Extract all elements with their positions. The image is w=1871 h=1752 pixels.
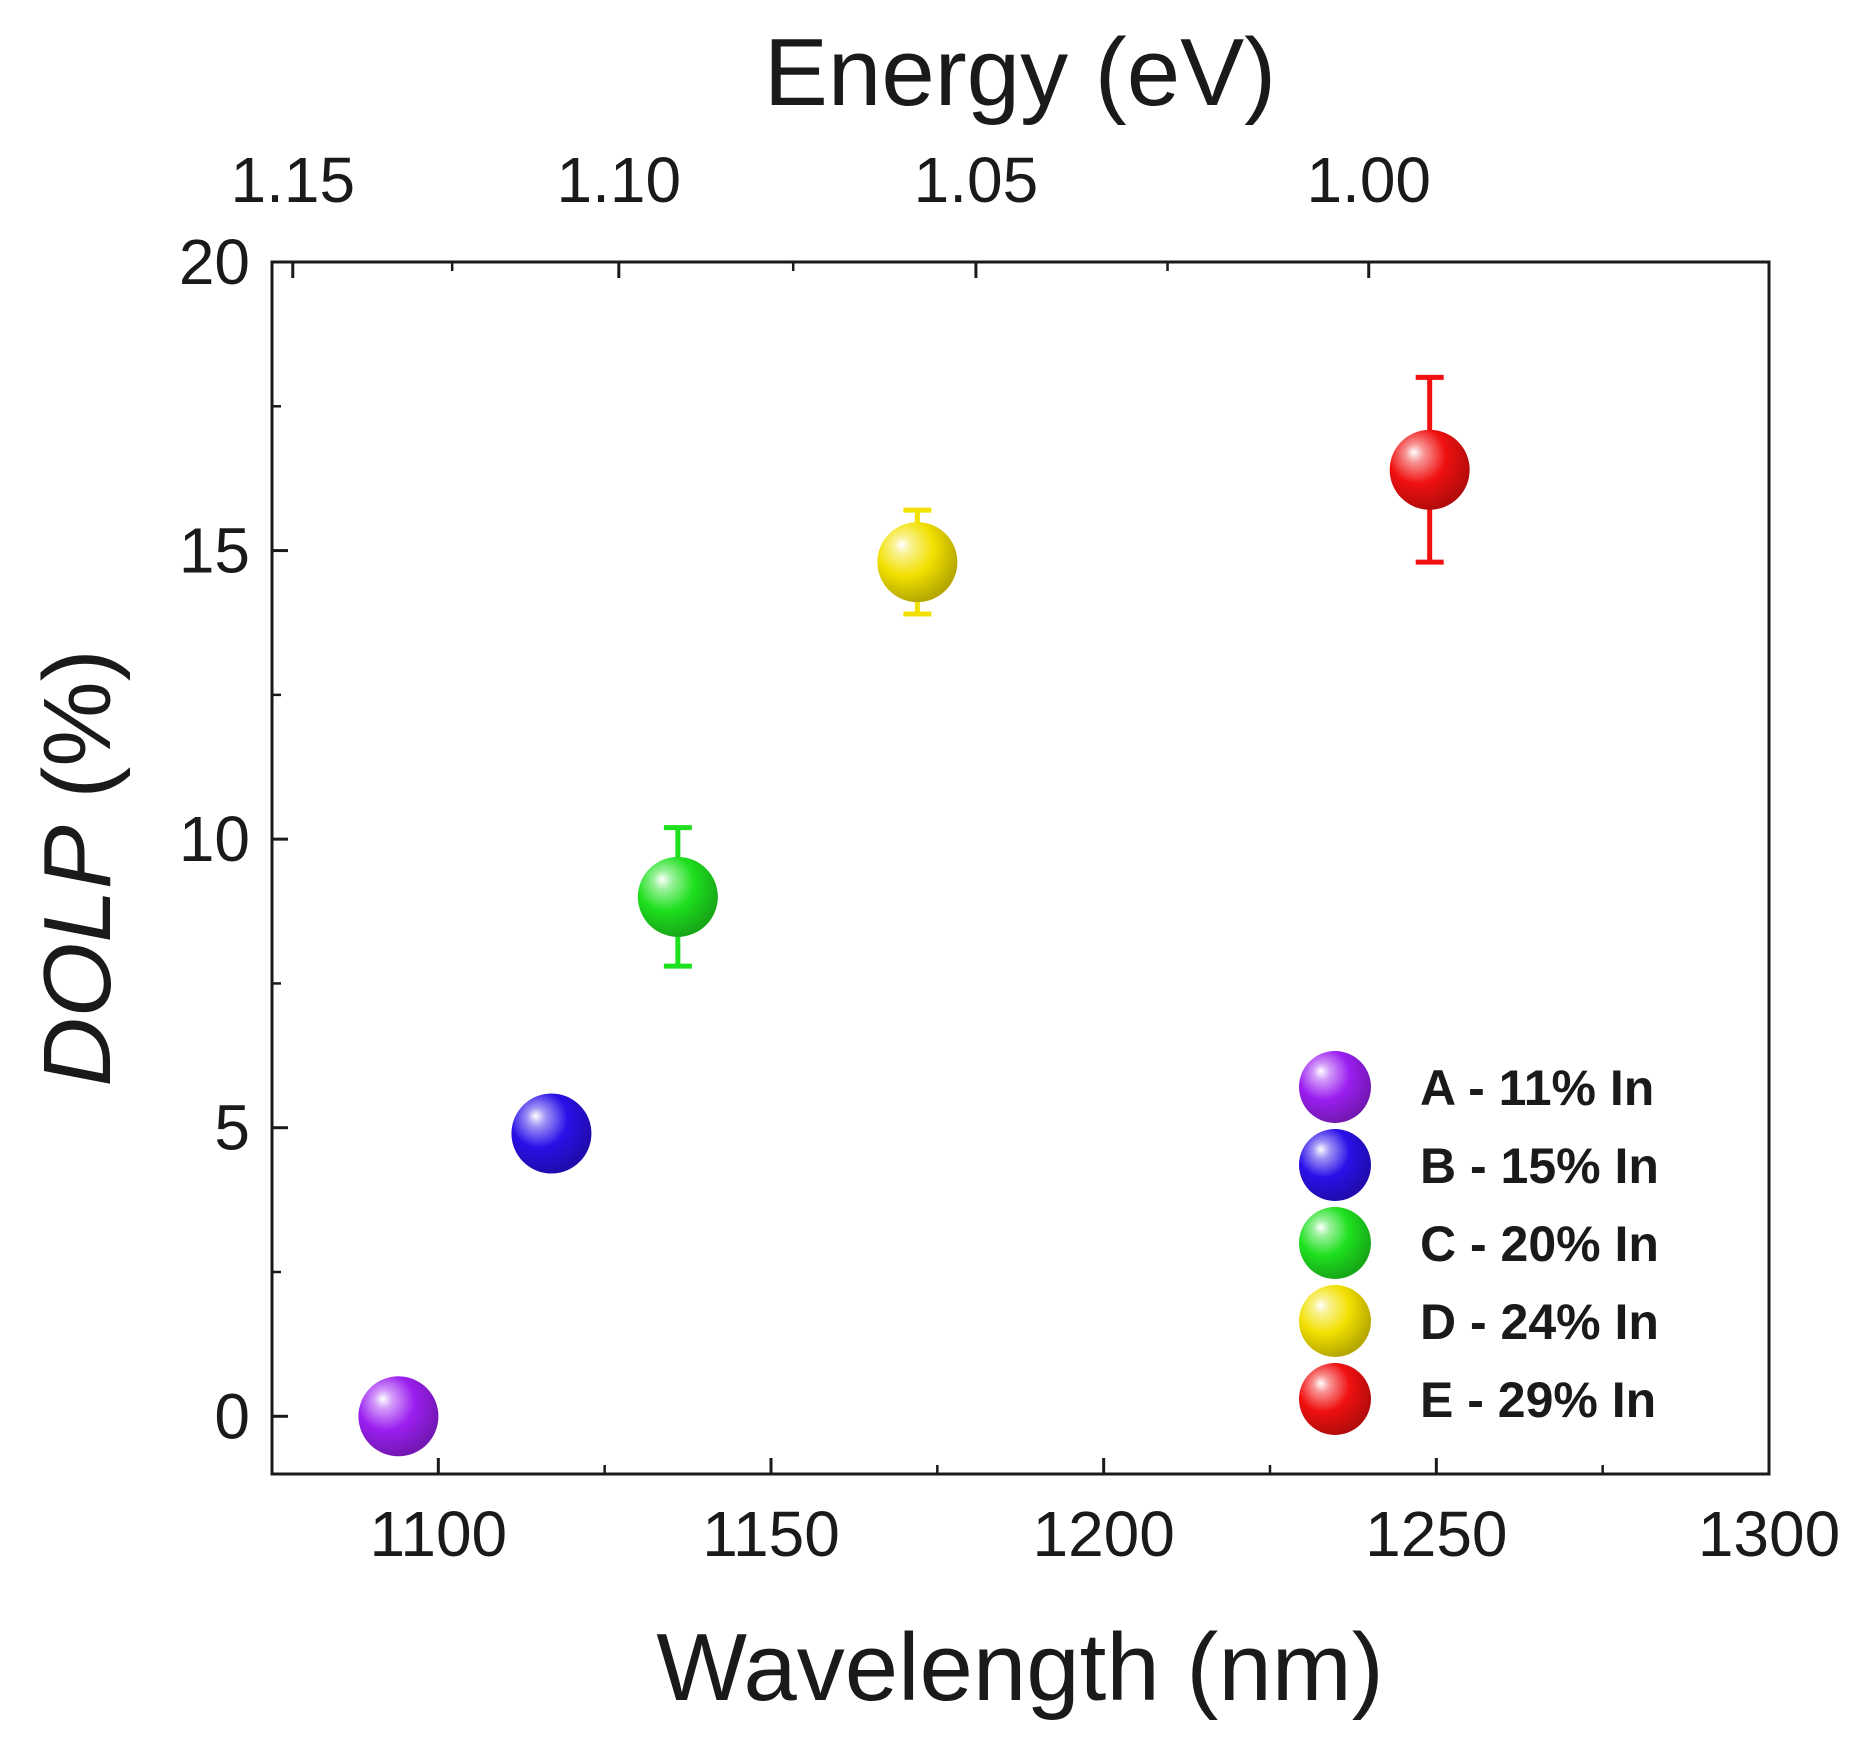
legend-item: E - 29% In [1299,1363,1656,1435]
legend-marker [1299,1129,1371,1201]
marker [358,1376,439,1457]
data-point-b [511,1093,592,1174]
x2-tick-label: 1.10 [557,144,682,216]
y-tick-label: 15 [179,515,250,587]
x-tick-label: 1300 [1698,1498,1840,1570]
y-axis-title-italic: DOLP [24,825,131,1086]
y-axis-title: DOLP (%) [24,649,131,1086]
legend-label: B - 15% In [1420,1138,1659,1194]
legend-item: C - 20% In [1299,1207,1659,1279]
y-axis-title-unit: (%) [24,649,131,825]
legend-label: E - 29% In [1420,1372,1656,1428]
marker [637,856,718,937]
legend-marker [1299,1363,1371,1435]
y-tick-label: 20 [179,226,250,298]
legend-item: A - 11% In [1299,1051,1654,1123]
legend-label: A - 11% In [1420,1060,1654,1116]
legend-marker [1299,1051,1371,1123]
marker [511,1093,592,1174]
data-point-e [1389,374,1470,565]
data-point-d [877,507,958,617]
x2-axis-title: Energy (eV) [764,19,1276,126]
x2-tick-label: 1.15 [230,144,355,216]
y-tick-label: 5 [214,1092,250,1164]
y-tick-label: 0 [214,1380,250,1452]
marker [1389,429,1470,510]
legend-label: C - 20% In [1420,1216,1659,1272]
x-axis-title: Wavelength (nm) [656,1614,1383,1721]
plot-frame [270,260,1771,1476]
legend-item: B - 15% In [1299,1129,1659,1201]
legend-label: D - 24% In [1420,1294,1659,1350]
legend-marker [1299,1207,1371,1279]
legend-marker [1299,1285,1371,1357]
legend-item: D - 24% In [1299,1285,1659,1357]
x-tick-label: 1100 [370,1498,508,1570]
x-tick-label: 1150 [702,1498,840,1570]
marker [877,522,958,603]
x2-tick-label: 1.05 [914,144,1039,216]
x2-tick-label: 1.00 [1306,144,1431,216]
data-point-c [637,825,718,969]
y-tick-label: 10 [179,803,250,875]
data-point-a [358,1376,439,1457]
x-tick-label: 1200 [1032,1498,1174,1570]
x-tick-label: 1250 [1365,1498,1507,1570]
